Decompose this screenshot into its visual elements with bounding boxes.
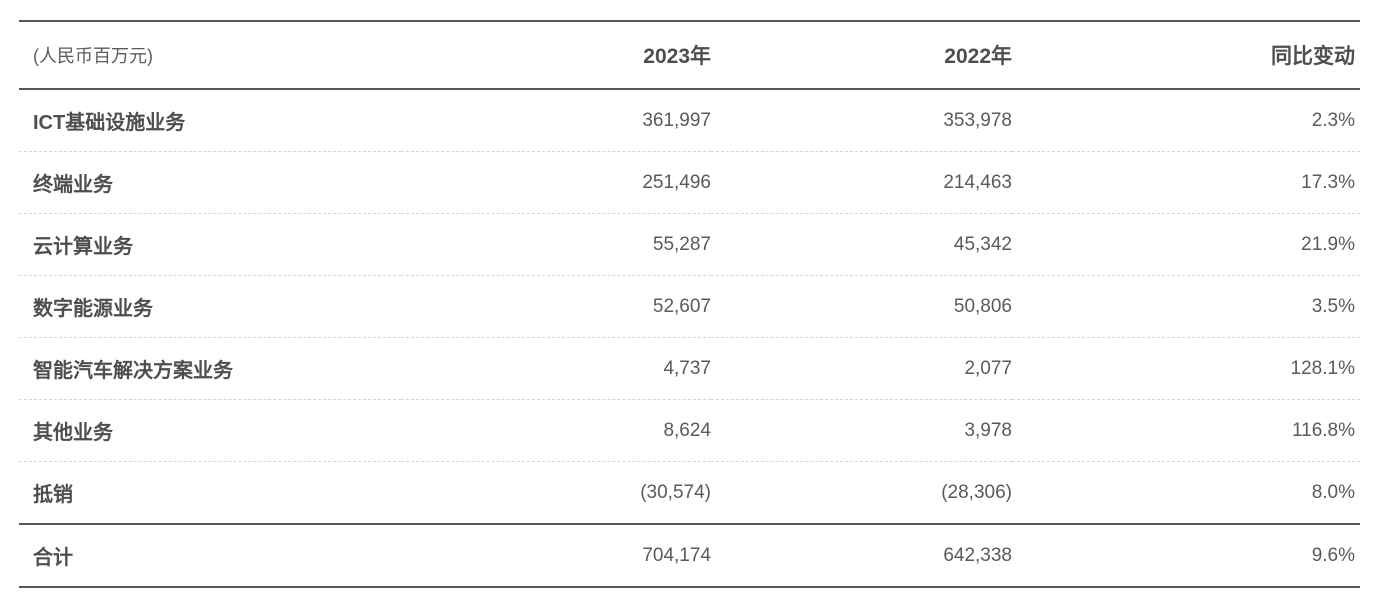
value-2022: 353,978 (943, 109, 1012, 131)
value-2022: 50,806 (953, 295, 1012, 317)
table-row-intelligent-automotive: 智能汽车解决方案业务 4,737 2,077 128.1% (19, 338, 1360, 400)
value-2023: 704,174 (642, 544, 711, 566)
value-2023: 251,496 (642, 171, 711, 193)
value-change: 2.3% (1311, 109, 1355, 131)
row-label: 云计算业务 (33, 236, 133, 258)
row-label: 终端业务 (33, 174, 113, 196)
value-2023: 55,287 (652, 233, 711, 255)
value-2022: 642,338 (943, 544, 1012, 566)
table-row-cloud: 云计算业务 55,287 45,342 21.9% (19, 214, 1360, 276)
unit-label: (人民币百万元) (19, 21, 401, 90)
segment-revenue-table-container: (人民币百万元) 2023年 2022年 同比变动 ICT基础设施业务 361,… (19, 20, 1360, 588)
row-label: 抵销 (33, 484, 73, 506)
table-row-devices: 终端业务 251,496 214,463 17.3% (19, 152, 1360, 214)
value-change: 17.3% (1301, 171, 1355, 193)
table-row-ict: ICT基础设施业务 361,997 353,978 2.3% (19, 89, 1360, 152)
table-row-others: 其他业务 8,624 3,978 116.8% (19, 400, 1360, 462)
row-label: 其他业务 (33, 422, 113, 444)
value-change: 9.6% (1311, 544, 1355, 566)
table-row-digital-power: 数字能源业务 52,607 50,806 3.5% (19, 276, 1360, 338)
row-label: 智能汽车解决方案业务 (33, 360, 233, 382)
value-change: 8.0% (1311, 481, 1355, 503)
value-change: 21.9% (1301, 233, 1355, 255)
value-2022: 2,077 (964, 357, 1012, 379)
value-change: 3.5% (1311, 295, 1355, 317)
row-label: 合计 (33, 547, 73, 569)
value-2022: 3,978 (964, 419, 1012, 441)
value-2023: 52,607 (652, 295, 711, 317)
column-header-2023: 2023年 (401, 21, 711, 90)
value-2023: 4,737 (663, 357, 711, 379)
column-header-2022: 2022年 (711, 21, 1012, 90)
value-change: 128.1% (1290, 357, 1355, 379)
table-header-row: (人民币百万元) 2023年 2022年 同比变动 (19, 21, 1360, 90)
value-2023: 361,997 (642, 109, 711, 131)
row-label: ICT基础设施业务 (33, 112, 186, 134)
value-2023: 8,624 (663, 419, 711, 441)
value-2022: 214,463 (943, 171, 1012, 193)
segment-revenue-table: (人民币百万元) 2023年 2022年 同比变动 ICT基础设施业务 361,… (19, 20, 1360, 588)
table-row-eliminations: 抵销 (30,574) (28,306) 8.0% (19, 462, 1360, 524)
value-change: 116.8% (1291, 419, 1355, 441)
value-2023: (30,574) (640, 481, 711, 503)
row-label: 数字能源业务 (33, 298, 153, 320)
column-header-change: 同比变动 (1012, 21, 1360, 90)
table-row-total: 合计 704,174 642,338 9.6% (19, 524, 1360, 587)
value-2022: (28,306) (941, 481, 1012, 503)
value-2022: 45,342 (953, 233, 1012, 255)
